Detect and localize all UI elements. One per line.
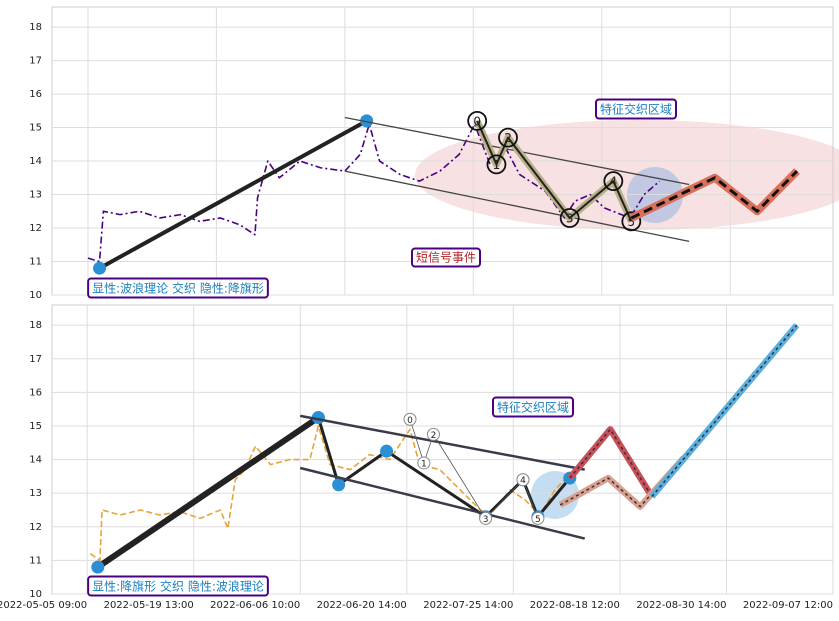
annotation-box (491, 396, 575, 418)
annotation-box (87, 277, 269, 299)
x-tick-label: 2022-05-05 09:00 (0, 600, 87, 611)
x-tick-label: 2022-09-07 12:00 (743, 600, 833, 611)
wave-label: 1 (493, 158, 501, 172)
y-tick-label: 10 (29, 589, 42, 600)
annotation: 显性:波浪理论 交织 隐性:降旗形 (92, 281, 264, 296)
annotation-box (87, 575, 269, 597)
line-series (87, 123, 661, 263)
wave-point (417, 456, 431, 470)
x-tick-label: 2022-06-06 10:00 (210, 600, 300, 611)
point (332, 478, 346, 492)
line-series (409, 419, 539, 519)
wave-label: 4 (520, 476, 526, 486)
wave-label: 2 (504, 131, 512, 145)
wave-point (531, 511, 545, 525)
wave-label: 0 (473, 114, 481, 128)
point (380, 444, 394, 458)
wave-label: 5 (535, 515, 541, 525)
y-tick-label: 11 (29, 257, 42, 268)
y-tick-label: 14 (29, 156, 42, 167)
wave-point (621, 211, 642, 232)
annotation-box (410, 247, 482, 268)
wave-point (559, 208, 580, 228)
wave-label: 5 (628, 215, 636, 229)
wave-point (603, 171, 624, 192)
line-series (630, 170, 799, 220)
wave-point (498, 127, 518, 148)
y-tick-label: 13 (29, 190, 42, 201)
y-tick-label: 11 (29, 555, 42, 566)
wave-point (516, 473, 530, 487)
x-tick-label: 2022-08-18 12:00 (530, 600, 620, 611)
x-tick-label: 2022-05-19 13:00 (104, 600, 194, 611)
wave-point (426, 427, 440, 441)
wave-label: 4 (610, 175, 618, 189)
wave-label: 3 (483, 515, 489, 525)
y-tick-label: 16 (29, 89, 42, 100)
line-series (98, 119, 368, 270)
highlight-region (415, 120, 839, 230)
line-series (569, 428, 653, 497)
point (93, 261, 107, 275)
y-tick-label: 17 (29, 56, 42, 67)
y-tick-label: 16 (29, 387, 42, 398)
y-tick-label: 18 (29, 22, 42, 33)
annotation-box (594, 98, 678, 120)
annotation: 显性:降旗形 交织 隐性:波浪理论 (92, 579, 264, 594)
wave-point (479, 511, 493, 525)
y-tick-label: 10 (29, 290, 42, 301)
annotation: 特征交织区域 (497, 400, 569, 415)
line-series (96, 415, 321, 570)
annotation: 短信号事件 (416, 251, 476, 265)
y-tick-label: 12 (29, 223, 42, 234)
point (91, 560, 105, 574)
y-tick-label: 13 (29, 488, 42, 499)
line-series (651, 324, 798, 498)
y-tick-label: 15 (29, 421, 42, 432)
wave-label: 0 (407, 416, 413, 426)
y-tick-label: 18 (29, 320, 42, 331)
y-tick-label: 14 (29, 455, 42, 466)
x-tick-label: 2022-07-25 14:00 (423, 600, 513, 611)
wave-point (486, 154, 507, 175)
y-tick-label: 17 (29, 354, 42, 365)
annotation: 特征交织区域 (600, 102, 672, 117)
line-series (300, 414, 585, 471)
line-series (476, 120, 633, 222)
line-series (316, 417, 571, 519)
line-casing (649, 323, 800, 499)
y-tick-label: 12 (29, 522, 42, 533)
x-tick-label: 2022-08-30 14:00 (636, 600, 726, 611)
wave-label: 2 (431, 431, 437, 441)
wave-label: 1 (421, 459, 427, 469)
y-tick-label: 15 (29, 123, 42, 134)
wave-point (467, 110, 488, 131)
x-tick-label: 2022-06-20 14:00 (317, 600, 407, 611)
wave-point (403, 412, 417, 426)
wave-label: 3 (566, 211, 574, 225)
line-series (299, 466, 586, 540)
point (360, 114, 374, 128)
